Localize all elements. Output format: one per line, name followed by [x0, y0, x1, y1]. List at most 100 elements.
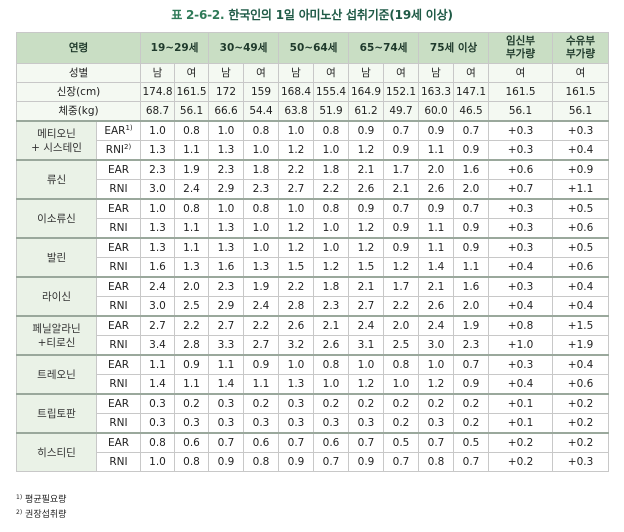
- table-cell: 2.1: [383, 179, 420, 200]
- table-cell: 0.3: [348, 413, 385, 434]
- table-cell: 1.0: [140, 452, 176, 472]
- table-cell: 1.2: [418, 374, 455, 395]
- nutrient-name: 메티오닌 + 시스테인: [16, 120, 97, 161]
- table-cell: 1.1: [174, 140, 210, 161]
- table-cell: 1.4: [208, 374, 245, 395]
- table-cell: 1.3: [208, 237, 245, 258]
- rni-label: RNI2): [95, 140, 142, 161]
- table-cell: 1.5: [278, 257, 315, 278]
- table-cell: 0.9: [453, 237, 490, 258]
- table-cell: 168.4: [278, 82, 315, 102]
- table-cell: 0.9: [418, 198, 455, 219]
- table-cell: 2.2: [278, 159, 315, 180]
- table-cell: 0.2: [348, 393, 385, 414]
- table-cell: 56.1: [488, 101, 554, 122]
- table-cell: 0.2: [418, 393, 455, 414]
- footnote-marker: 2): [124, 143, 132, 151]
- table-row: 류신 EAR 2.3 1.9 2.3 1.8 2.2 1.8 2.1 1.7 2.0 1.6 +0.6 +…: [16, 159, 610, 200]
- table-cell: 0.7: [313, 452, 350, 472]
- table-cell: 0.3: [174, 413, 210, 434]
- table-cell: 0.8: [313, 120, 350, 141]
- table-cell: +0.3: [488, 120, 554, 141]
- table-cell: 2.4: [418, 315, 455, 336]
- table-cell: 1.4: [140, 374, 176, 395]
- header-word: 부가량: [506, 48, 535, 60]
- table-cell: 2.7: [348, 296, 385, 317]
- table-cell: 68.7: [140, 101, 176, 122]
- table-cell: 2.2: [278, 276, 315, 297]
- table-cell: 0.8: [243, 198, 280, 219]
- table-cell: 0.8: [418, 452, 455, 472]
- table-cell: +1.1: [552, 179, 610, 200]
- table-cell: 1.0: [313, 218, 350, 239]
- table-cell: 0.3: [278, 393, 315, 414]
- table-cell: 2.9: [208, 296, 245, 317]
- table-cell: 1.0: [243, 218, 280, 239]
- table-cell: +0.3: [488, 140, 554, 161]
- table-row: RNI 1.3 1.1 1.3 1.0 1.2 1.0 1.2 0.9 1.1 0.9 +0.3 +0.…: [17, 218, 610, 239]
- table-cell: 1.3: [140, 218, 176, 239]
- table-cell: 0.8: [383, 354, 420, 375]
- table-cell: 0.9: [418, 120, 455, 141]
- height-row: 신장(cm) 174.8 161.5 172 159 168.4 155.4 164.9 152…: [15, 82, 610, 102]
- table-cell: 0.5: [383, 432, 420, 453]
- header-word: 임신부: [506, 35, 535, 47]
- table-cell: 0.8: [243, 452, 280, 472]
- table-cell: 2.1: [313, 315, 350, 336]
- table-cell: 0.2: [453, 413, 490, 434]
- table-cell: +1.5: [552, 315, 610, 336]
- table-cell: 0.3: [140, 393, 176, 414]
- table-cell: 1.1: [174, 237, 210, 258]
- table-cell: 0.3: [313, 413, 350, 434]
- table-cell: 2.0: [174, 276, 210, 297]
- nutrient-name-line: 메티오닌: [37, 127, 76, 140]
- nutrient-name: 발린: [16, 237, 97, 278]
- nutrient-name: 이소류신: [16, 198, 97, 239]
- table-cell: 2.7: [278, 179, 315, 200]
- table-cell: +0.5: [552, 237, 610, 258]
- female-label: 여: [383, 63, 420, 83]
- table-cell: 1.3: [278, 374, 315, 395]
- table-cell: 0.8: [140, 432, 176, 453]
- table-caption: 한국인의 1일 아미노산 섭취기준(19세 이상): [228, 8, 453, 22]
- height-label: 신장(cm): [15, 82, 142, 102]
- table-cell: 0.5: [453, 432, 490, 453]
- table-cell: 1.3: [243, 257, 280, 278]
- table-cell: 1.3: [208, 218, 245, 239]
- table-cell: +0.3: [488, 354, 554, 375]
- table-cell: +0.5: [552, 198, 610, 219]
- table-cell: 1.0: [243, 237, 280, 258]
- table-cell: 2.6: [348, 179, 385, 200]
- table-row: 이소류신 EAR 1.0 0.8 1.0 0.8 1.0 0.8 0.9 0.7 0.9 0.7 +0.…: [16, 198, 610, 239]
- weight-label: 체중(kg): [15, 101, 142, 122]
- table-cell: +0.4: [552, 354, 610, 375]
- table-row: RNI 3.0 2.5 2.9 2.4 2.8 2.3 2.7 2.2 2.6 2.0 +0.4 +0.…: [17, 296, 610, 317]
- table-cell: 1.0: [208, 198, 245, 219]
- table-cell: +0.4: [552, 140, 610, 161]
- table-cell: 63.8: [278, 101, 315, 122]
- nutrient-name-line: 페닐알라닌: [32, 322, 81, 335]
- female-label: 여: [243, 63, 280, 83]
- nutrient-name-line: +티로신: [37, 336, 76, 349]
- table-cell: 159: [243, 82, 280, 102]
- table-cell: 152.1: [383, 82, 420, 102]
- table-cell: 1.7: [383, 159, 420, 180]
- table-cell: 1.5: [348, 257, 385, 278]
- table-cell: 1.0: [383, 374, 420, 395]
- table-cell: +0.4: [552, 296, 610, 317]
- male-label: 남: [418, 63, 455, 83]
- table-cell: 0.3: [418, 413, 455, 434]
- table-cell: 1.2: [278, 218, 315, 239]
- table-cell: 0.2: [174, 393, 210, 414]
- table-cell: 0.9: [348, 198, 385, 219]
- table-cell: +0.2: [552, 432, 610, 453]
- female-label: 여: [313, 63, 350, 83]
- table-cell: 0.7: [453, 120, 490, 141]
- footnote: 2) 권장섭취량: [16, 509, 67, 521]
- table-cell: +0.1: [488, 393, 554, 414]
- table-cell: 2.3: [453, 335, 490, 356]
- table-cell: 3.4: [140, 335, 176, 356]
- nutrient-name: 페닐알라닌 +티로신: [16, 315, 97, 356]
- table-row: RNI2) 1.3 1.1 1.3 1.0 1.2 1.0 1.2 0.9 1.1 0.9 +0.3 +…: [17, 140, 610, 161]
- age-header: 연령: [15, 32, 142, 64]
